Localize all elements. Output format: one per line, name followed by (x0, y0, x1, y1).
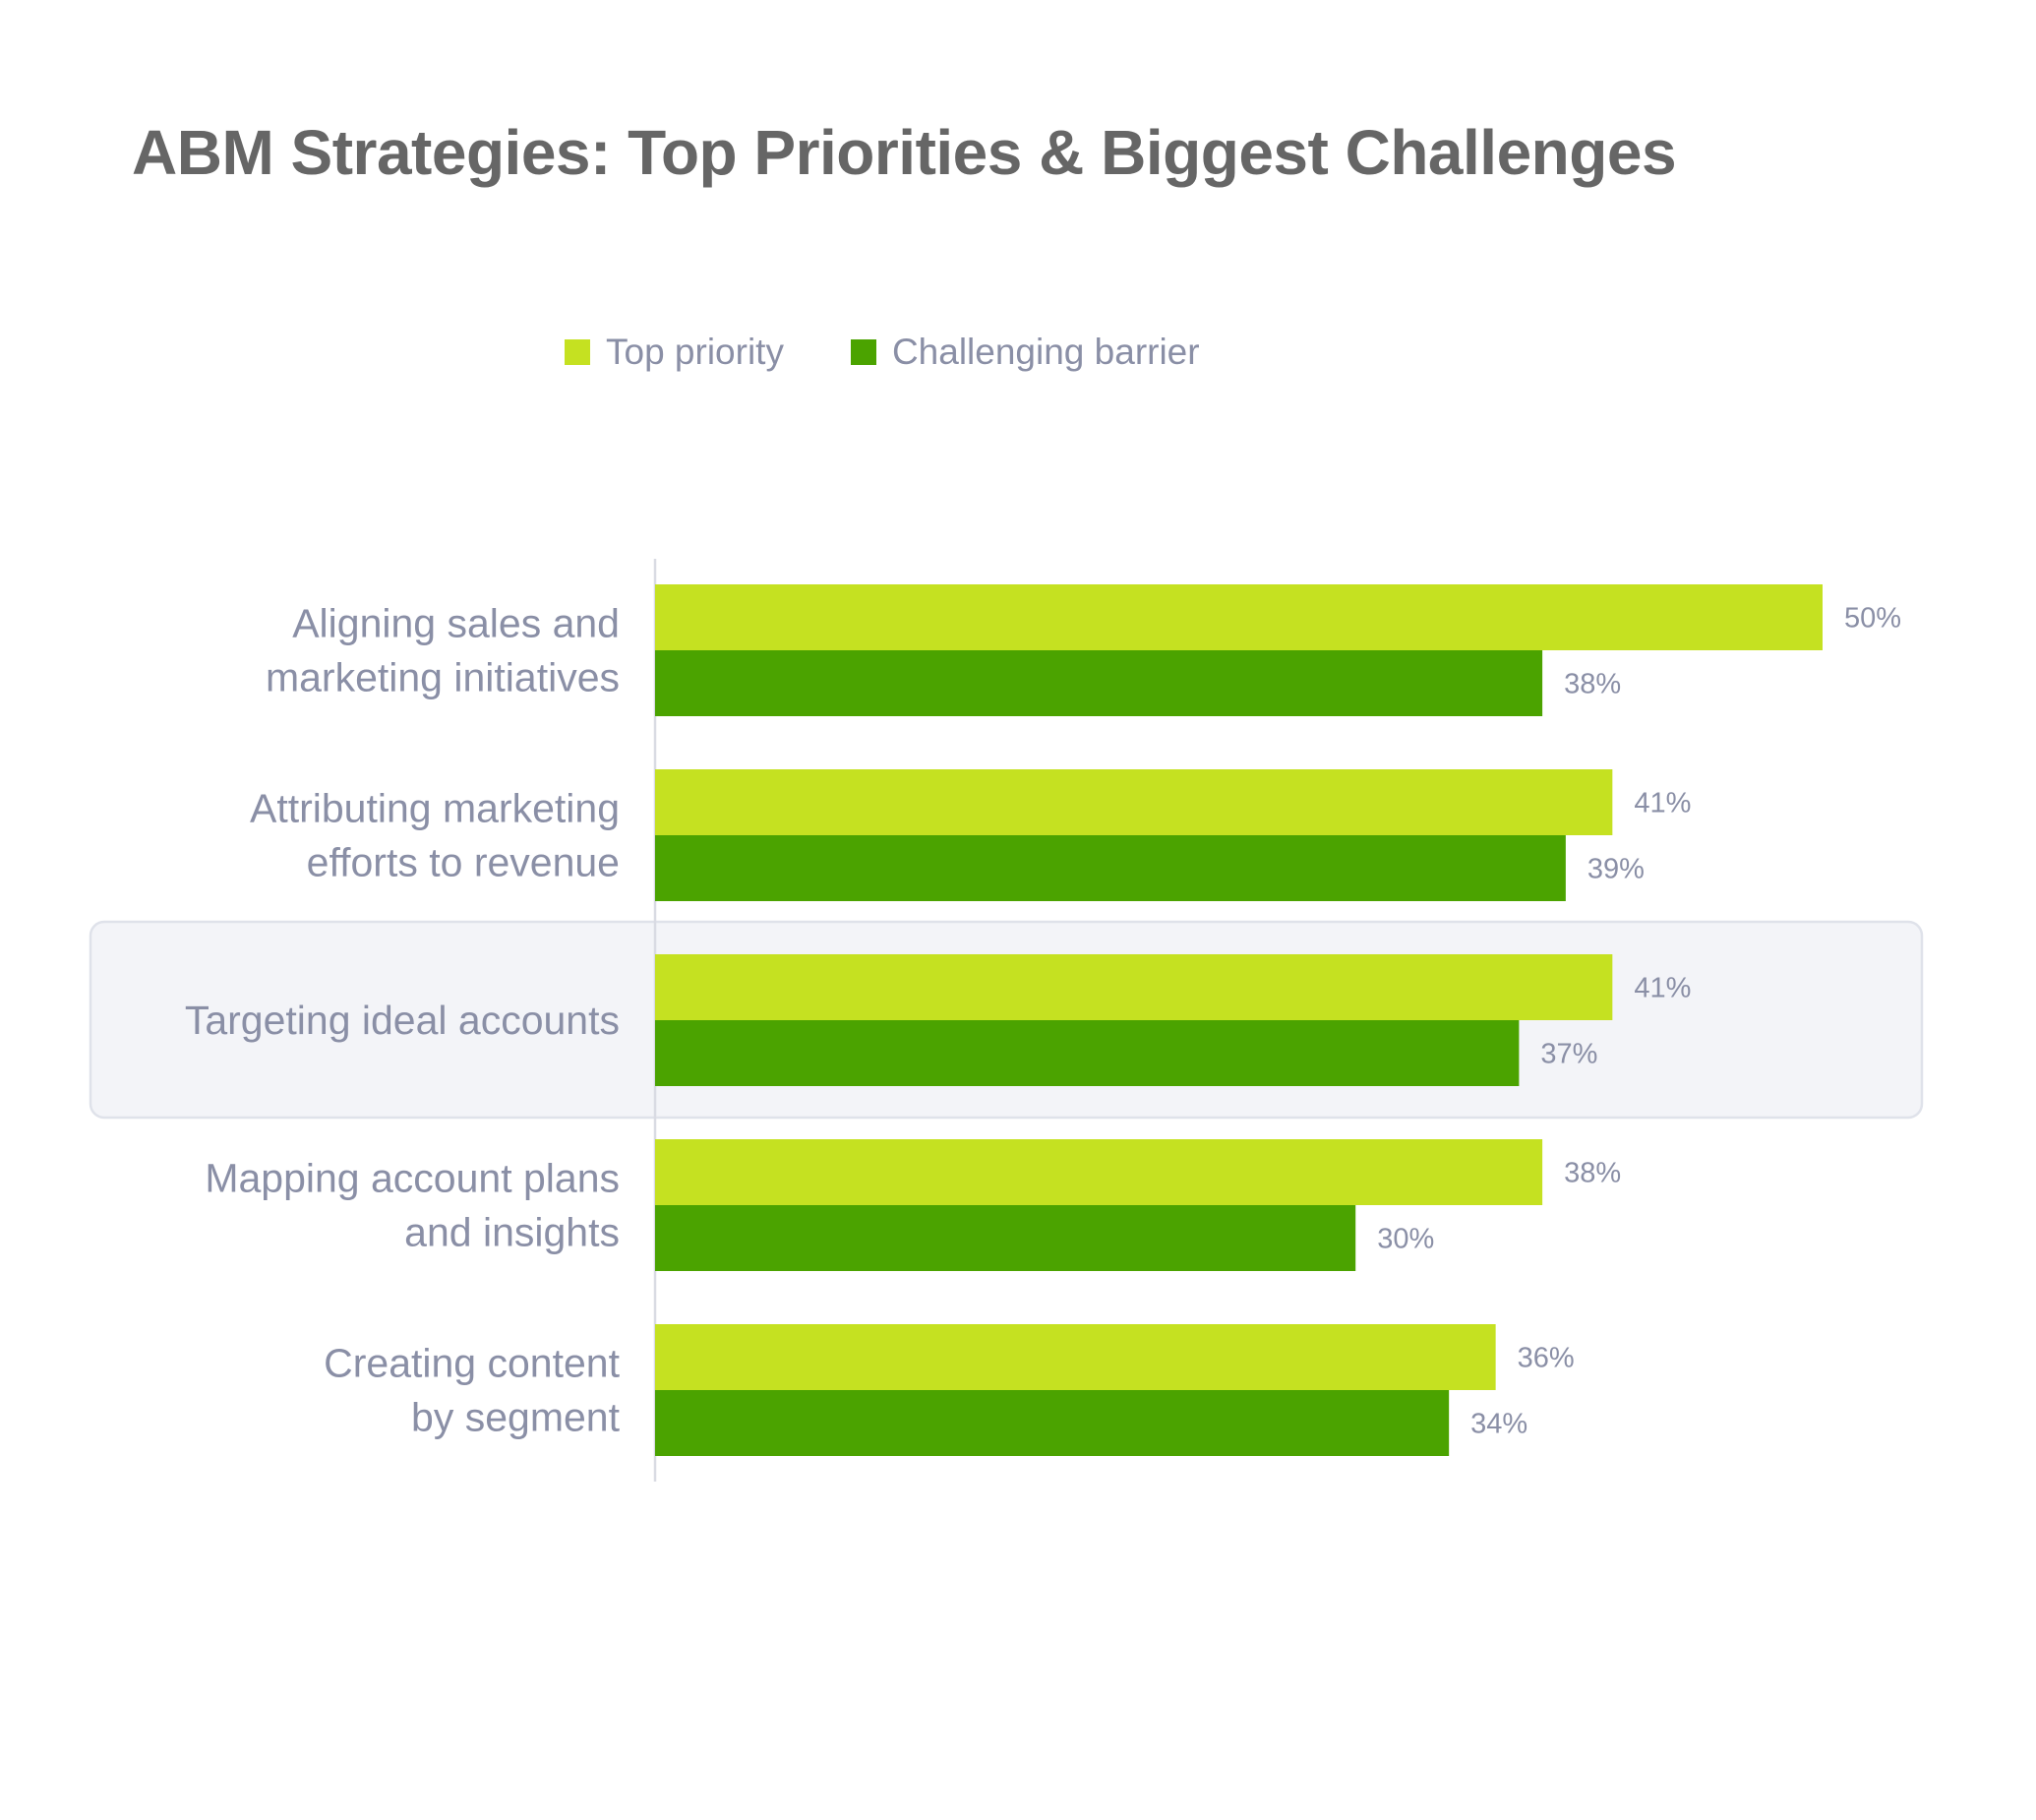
category-label-mapping-account-plans-and-insights: Mapping account plans and insights (205, 1156, 620, 1255)
bar-top-priority-mapping-account-plans-and-insights (655, 1139, 1543, 1205)
category-label-line: Mapping account plans (205, 1156, 620, 1201)
bar-challenging-barrier-creating-content-by-segment (655, 1390, 1450, 1456)
category-label-line: Attributing marketing (250, 786, 620, 831)
category-label-targeting-ideal-accounts: Targeting ideal accounts (185, 998, 620, 1043)
bar-challenging-barrier-targeting-ideal-accounts (655, 1020, 1520, 1086)
category-label-line: Targeting ideal accounts (185, 998, 620, 1043)
category-label-line: by segment (411, 1395, 621, 1440)
legend-item-top-priority: Top priority (565, 332, 784, 373)
value-label-challenging-barrier-aligning-sales-and-marketing-initiatives: 38% (1564, 669, 1621, 700)
value-label-top-priority-attributing-marketing-efforts-to-revenue: 41% (1634, 788, 1691, 819)
category-label-line: Aligning sales and (292, 601, 620, 646)
category-label-aligning-sales-and-marketing-initiatives: Aligning sales and marketing initiatives (266, 601, 620, 700)
value-label-challenging-barrier-targeting-ideal-accounts: 37% (1540, 1039, 1597, 1070)
bar-challenging-barrier-mapping-account-plans-and-insights (655, 1205, 1356, 1271)
category-label-line: Creating content (324, 1341, 620, 1386)
bar-top-priority-aligning-sales-and-marketing-initiatives (655, 584, 1823, 650)
category-label-attributing-marketing-efforts-to-revenue: Attributing marketing efforts to revenue (250, 786, 620, 885)
value-label-top-priority-creating-content-by-segment: 36% (1518, 1343, 1575, 1374)
legend-label-challenging-barrier: Challenging barrier (891, 332, 1200, 372)
category-label-line: and insights (404, 1210, 620, 1255)
bar-top-priority-targeting-ideal-accounts (655, 954, 1613, 1020)
category-label-creating-content-by-segment: Creating content by segment (324, 1341, 620, 1440)
legend-swatch-top-priority (565, 339, 590, 365)
category-label-line: efforts to revenue (307, 840, 620, 885)
value-label-challenging-barrier-attributing-marketing-efforts-to-revenue: 39% (1587, 854, 1645, 885)
value-label-top-priority-targeting-ideal-accounts: 41% (1634, 973, 1691, 1004)
value-label-challenging-barrier-creating-content-by-segment: 34% (1470, 1409, 1527, 1440)
legend-swatch-challenging-barrier (850, 339, 876, 365)
value-label-top-priority-mapping-account-plans-and-insights: 38% (1564, 1158, 1621, 1189)
value-label-top-priority-aligning-sales-and-marketing-initiatives: 50% (1844, 603, 1901, 635)
legend-label-top-priority: Top priority (606, 332, 784, 372)
bar-challenging-barrier-aligning-sales-and-marketing-initiatives (655, 650, 1543, 716)
bar-top-priority-attributing-marketing-efforts-to-revenue (655, 769, 1613, 835)
legend-item-challenging-barrier: Challenging barrier (850, 332, 1200, 373)
bar-challenging-barrier-attributing-marketing-efforts-to-revenue (655, 835, 1566, 901)
legend: Top priority Challenging barrier (565, 331, 1200, 374)
bar-top-priority-creating-content-by-segment (655, 1324, 1496, 1390)
value-label-challenging-barrier-mapping-account-plans-and-insights: 30% (1377, 1224, 1434, 1255)
chart-title: ABM Strategies: Top Priorities & Biggest… (132, 117, 1677, 188)
category-label-line: marketing initiatives (266, 655, 620, 700)
